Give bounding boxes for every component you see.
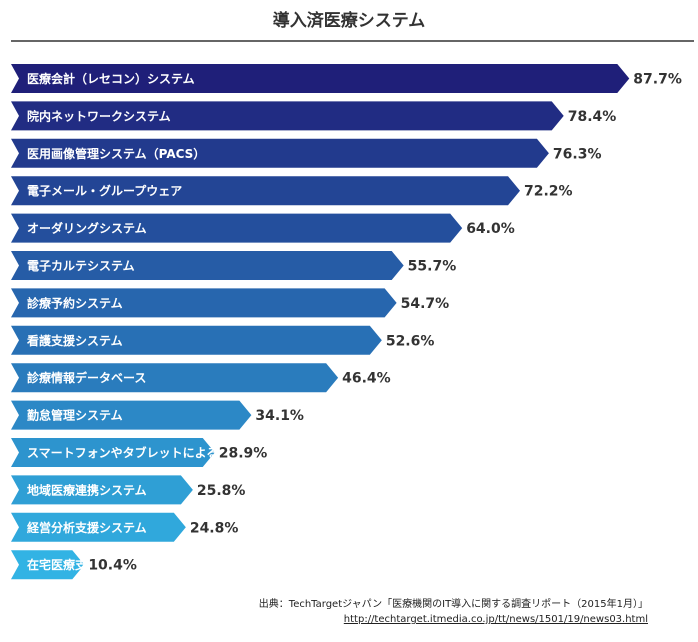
bar-group: 経営分析支援システム 24.8%: [11, 512, 239, 542]
category-label: 経営分析支援システム: [27, 520, 147, 535]
value-label: 55.7%: [408, 259, 457, 275]
bar: [11, 251, 404, 280]
value-label: 28.9%: [219, 446, 268, 462]
bar: [11, 138, 549, 168]
source-note: 出典：TechTargetジャパン「医療機関のIT導入に関する調査リポート（20…: [259, 597, 648, 627]
bar-group: 電子メール・グループウェア 72.2%: [11, 176, 573, 206]
bar: [11, 288, 397, 318]
bar: [11, 64, 630, 93]
bar-group: 医用画像管理システム（PACS） 76.3%: [11, 138, 602, 168]
source-link[interactable]: http://techtarget.itmedia.co.jp/tt/news/…: [343, 614, 648, 625]
bar: [11, 213, 463, 243]
category-label: 在宅医療支援システム: [27, 557, 147, 572]
value-label: 54.7%: [401, 296, 450, 312]
category-label: 地域医療連携システム: [27, 482, 147, 497]
category-label: 診療予約システム: [27, 295, 123, 310]
category-label: オーダリングシステム: [27, 221, 147, 236]
bar: [11, 176, 521, 206]
source-citation: 出典：TechTargetジャパン「医療機関のIT導入に関する調査リポート（20…: [258, 599, 648, 610]
category-label: 院内ネットワークシステム: [27, 108, 171, 123]
category-label: 医用画像管理システム（PACS）: [27, 146, 205, 161]
value-label: 10.4%: [88, 558, 137, 574]
bar: [11, 400, 252, 430]
category-label: 診療情報データベース: [27, 370, 146, 385]
bar-group: 診療情報データベース 46.4%: [11, 363, 391, 393]
value-label: 72.2%: [524, 184, 573, 200]
bar-group: 地域医療連携システム 25.8%: [11, 475, 246, 505]
value-label: 78.4%: [568, 109, 617, 125]
bar: [11, 363, 339, 393]
bar-group: 看護支援システム 52.6%: [11, 325, 435, 355]
bar: [11, 325, 382, 355]
category-label: 勤怠管理システム: [27, 408, 123, 423]
bar-group: 勤怠管理システム 34.1%: [11, 400, 304, 430]
category-label: 医療会計（レセコン）システム: [27, 71, 195, 86]
bar: [11, 101, 564, 131]
bar: [11, 512, 186, 542]
bar-group: 医療会計（レセコン）システム 87.7%: [11, 64, 682, 93]
title-divider: [11, 40, 694, 42]
value-label: 24.8%: [190, 520, 239, 536]
value-label: 76.3%: [553, 146, 602, 162]
value-label: 52.6%: [386, 333, 435, 349]
value-label: 34.1%: [255, 408, 304, 424]
value-label: 25.8%: [197, 483, 246, 499]
value-label: 46.4%: [342, 371, 391, 387]
value-label: 87.7%: [633, 72, 682, 88]
bar-group: 院内ネットワークシステム 78.4%: [11, 101, 617, 131]
category-label: 看護支援システム: [27, 333, 123, 348]
bar-group: 電子カルテシステム 55.7%: [11, 251, 456, 280]
bar: [11, 550, 85, 580]
category-label: スマートフォンやタブレットによるシステム利用: [27, 445, 290, 460]
category-label: 電子メール・グループウェア: [27, 183, 182, 198]
bar: [11, 475, 193, 505]
chart-title: 導入済医療システム: [272, 11, 426, 31]
category-label: 電子カルテシステム: [27, 259, 135, 273]
bar: [11, 438, 215, 467]
value-label: 64.0%: [466, 221, 515, 237]
bar-group: 診療予約システム 54.7%: [11, 288, 450, 318]
bar-group: オーダリングシステム 64.0%: [11, 213, 515, 243]
